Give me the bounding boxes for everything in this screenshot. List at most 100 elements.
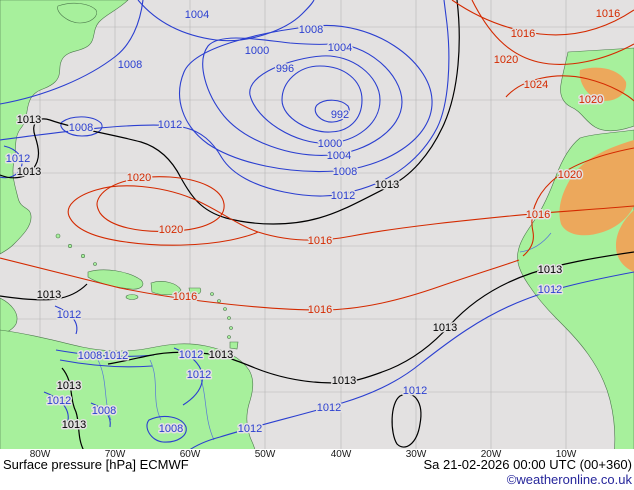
longitude-labels: 80W 70W 60W 50W 40W 30W 20W 10W [30, 449, 577, 460]
isobar-label: 1013 [17, 114, 41, 126]
isobar-label: 992 [331, 109, 349, 121]
isobar-label: 1004 [328, 42, 352, 54]
longitude-label: 50W [255, 449, 276, 460]
land-antilles [223, 307, 227, 311]
land-antilles [227, 316, 231, 320]
isobar-992-line [314, 99, 350, 123]
isobar-label: 996 [276, 63, 294, 75]
terrain-sahara [559, 140, 634, 236]
isobar-label: 1013 [375, 179, 399, 191]
isobar-1012-caribbean-arc [54, 305, 78, 335]
isobar-label: 1020 [127, 172, 151, 184]
isobars-high-pressure [0, 0, 634, 311]
isobar-1008-north-arc [0, 0, 144, 105]
isobar-1013-north-line [0, 0, 460, 225]
isobar-1008-colombia-line [90, 402, 111, 428]
isobar-1016-biscay-line [451, 0, 634, 36]
isobar-label: 1020 [558, 169, 582, 181]
river-orinoco [149, 359, 162, 421]
land-trinidad [229, 341, 239, 350]
isobar-label: 1008 [159, 423, 183, 435]
isobar-label: 1013 [17, 166, 41, 178]
land-jamaica [125, 294, 139, 300]
isobar-label: 1012 [538, 284, 562, 296]
isobar-label: 1012 [57, 309, 81, 321]
isobar-label: 1012 [179, 349, 203, 361]
land-antilles [227, 335, 231, 339]
isobar-1004-line [202, 37, 403, 156]
isobar-1020-biscay-line [471, 0, 634, 65]
isobar-label: 1008 [78, 350, 102, 362]
land-north-america [0, 0, 129, 255]
isobar-label: 1008 [299, 24, 323, 36]
isobar-label: 1016 [511, 28, 535, 40]
isobar-label: 1020 [579, 94, 603, 106]
isobar-label: 1008 [118, 59, 142, 71]
isobar-1016-ridge-line [67, 185, 634, 246]
longitude-label: 30W [406, 449, 427, 460]
isobar-label: 1013 [37, 289, 61, 301]
longitude-label: 10W [556, 449, 577, 460]
land-bahamas [81, 254, 86, 259]
isobar-label: 1016 [308, 235, 332, 247]
isobar-1020-africa-line [522, 147, 634, 257]
longitude-label: 40W [331, 449, 352, 460]
isobar-1013-caribbean-line [0, 283, 88, 301]
isobar-label: 1016 [596, 8, 620, 20]
isobar-1008-amazon-loop [146, 415, 187, 443]
isobar-1012-colombia-line [43, 391, 69, 422]
isobar-label: 1008 [92, 405, 116, 417]
isobar-label: 1000 [318, 138, 342, 150]
land-island-newfoundland [57, 2, 97, 24]
isobar-1008-line [179, 24, 433, 173]
isobar-label: 1008 [333, 166, 357, 178]
isobar-label: 1013 [433, 322, 457, 334]
land-bahamas [68, 244, 73, 249]
isobar-label: 1016 [526, 209, 550, 221]
longitude-label: 80W [30, 449, 51, 460]
isobar-1020-atlantic-loop [96, 176, 225, 232]
isobar-label: 1020 [494, 54, 518, 66]
isobar-label: 1024 [524, 79, 548, 91]
product-title: Surface pressure [hPa] ECMWF [3, 457, 189, 472]
isobar-996-line [281, 65, 363, 133]
river-senegal [519, 232, 552, 253]
isobar-label: 1012 [47, 395, 71, 407]
longitude-label: 20W [481, 449, 502, 460]
isobar-label: 1012 [6, 153, 30, 165]
longitude-label: 70W [105, 449, 126, 460]
land-antilles [229, 326, 233, 330]
isobar-1016-south-line [0, 257, 520, 311]
isobar-1004-north-arc [137, 0, 315, 42]
isobar-label: 1013 [62, 419, 86, 431]
land-puerto-rico [188, 287, 202, 295]
isobar-label: 1012 [104, 350, 128, 362]
credit-link[interactable]: ©weatheronline.co.uk [507, 472, 633, 487]
isobar-label: 1000 [245, 45, 269, 57]
isobar-label: 1008 [69, 122, 93, 134]
terrain-iberia-highland [579, 67, 627, 101]
isobar-label: 1013 [209, 349, 233, 361]
land-hispaniola [150, 281, 182, 296]
isobar-1012-guyana-line [173, 347, 204, 406]
isobar-label: 1016 [308, 304, 332, 316]
isobar-1013-equatorial-loop [391, 393, 422, 448]
isobar-label: 1013 [332, 375, 356, 387]
isobar-1008-venezuela-line [55, 349, 155, 357]
isobar-1012-line [0, 0, 450, 197]
isobar-label: 1012 [317, 402, 341, 414]
isobar-1024-line [505, 75, 634, 102]
isobar-1012-venezuela-line [59, 359, 153, 368]
isobar-1013-colombia-line [61, 367, 85, 452]
land-masses [0, 0, 634, 456]
isobar-1012-tropics-line [187, 271, 634, 452]
isobar-label: 1016 [173, 291, 197, 303]
isobar-label: 1013 [57, 380, 81, 392]
land-antilles [217, 299, 221, 303]
isobar-label: 1012 [331, 190, 355, 202]
isobar-label: 1012 [403, 385, 427, 397]
isobar-label: 1013 [538, 264, 562, 276]
